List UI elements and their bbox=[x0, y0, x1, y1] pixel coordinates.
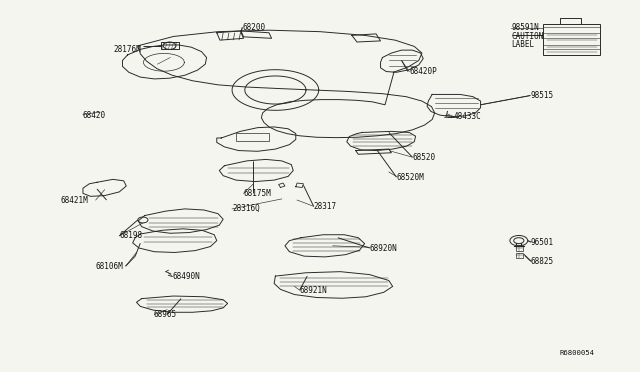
Text: 68198: 68198 bbox=[119, 231, 142, 240]
Text: 68175M: 68175M bbox=[244, 189, 271, 198]
Text: 28176M: 28176M bbox=[114, 45, 141, 54]
Text: 68920N: 68920N bbox=[370, 244, 397, 253]
Text: 68421M: 68421M bbox=[60, 196, 88, 205]
Text: 68200: 68200 bbox=[243, 23, 266, 32]
Text: CAUTION: CAUTION bbox=[511, 32, 543, 41]
Text: R6800054: R6800054 bbox=[559, 350, 594, 356]
Text: 68520: 68520 bbox=[412, 153, 436, 162]
Text: 28317: 28317 bbox=[314, 202, 337, 211]
Text: 98515: 98515 bbox=[531, 91, 554, 100]
Text: 96501: 96501 bbox=[531, 238, 554, 247]
Text: LABEL: LABEL bbox=[511, 41, 534, 49]
Text: 48433C: 48433C bbox=[454, 112, 481, 121]
Text: 68490N: 68490N bbox=[172, 272, 200, 281]
Text: 68420: 68420 bbox=[83, 111, 106, 121]
Text: 68965: 68965 bbox=[153, 310, 176, 319]
Text: 68420P: 68420P bbox=[409, 67, 437, 76]
Text: 28316Q: 28316Q bbox=[232, 204, 260, 214]
Text: 68520M: 68520M bbox=[396, 173, 424, 182]
Text: 98591N: 98591N bbox=[511, 23, 539, 32]
Text: 68825: 68825 bbox=[531, 257, 554, 266]
Text: 68106M: 68106M bbox=[96, 262, 124, 270]
Text: 68921N: 68921N bbox=[300, 286, 327, 295]
